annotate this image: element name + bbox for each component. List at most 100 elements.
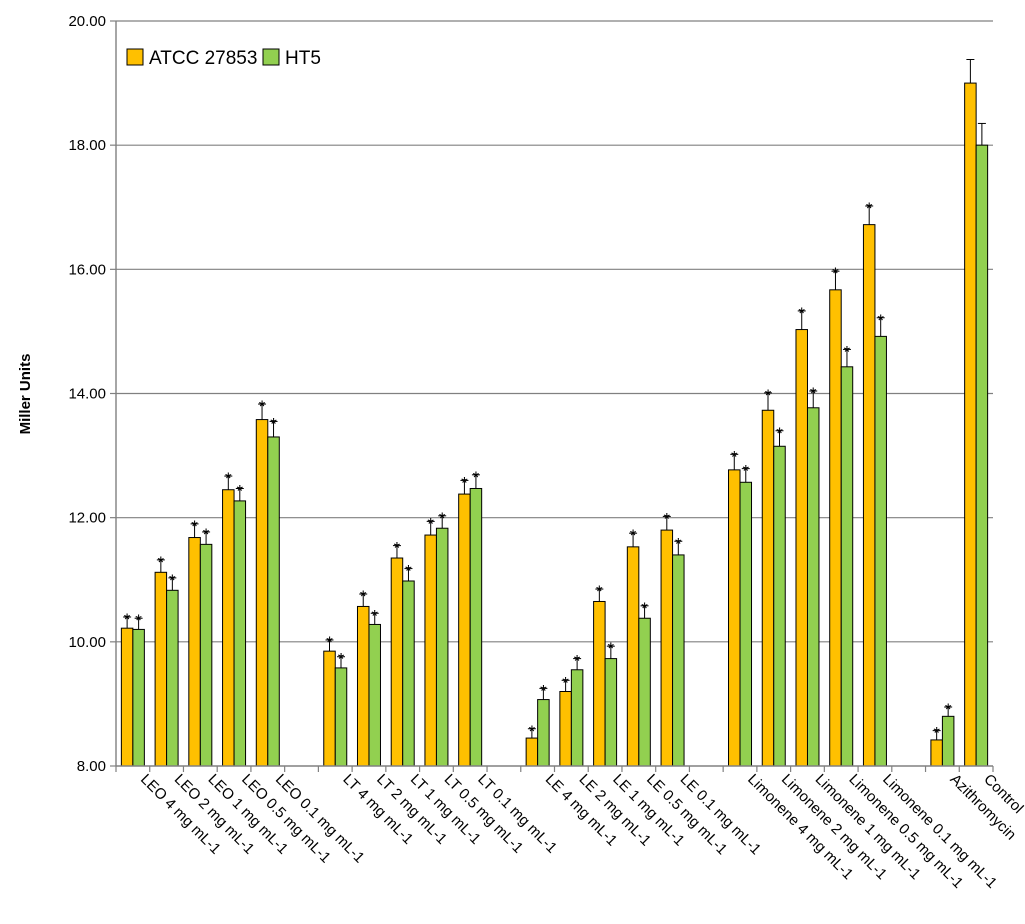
significance-star: * bbox=[203, 525, 210, 544]
significance-star: * bbox=[641, 599, 648, 618]
bar-atcc-27853-limonene-0-5-mg-ml-1 bbox=[829, 289, 842, 767]
bar-atcc-27853-le-2-mg-ml-1 bbox=[559, 691, 572, 767]
significance-star: * bbox=[225, 469, 232, 488]
significance-star: * bbox=[608, 639, 615, 658]
bar-ht5-le-1-mg-ml-1 bbox=[604, 658, 618, 767]
legend-label-ht5: HT5 bbox=[285, 48, 321, 69]
y-axis-label: Miller Units bbox=[17, 354, 34, 435]
significance-star: * bbox=[562, 673, 569, 692]
bar-atcc-27853-limonene-2-mg-ml-1 bbox=[761, 409, 775, 767]
y-tick-label: 18.00 bbox=[68, 137, 106, 154]
significance-star: * bbox=[191, 517, 198, 536]
significance-star: * bbox=[574, 652, 581, 671]
significance-star: * bbox=[158, 553, 165, 572]
significance-star: * bbox=[394, 539, 401, 558]
bar-ht5-lt-0-5-mg-ml-1 bbox=[435, 527, 449, 767]
significance-star: * bbox=[630, 526, 637, 545]
significance-star: * bbox=[877, 311, 884, 330]
legend: ATCC 27853 HT5 bbox=[126, 48, 321, 69]
legend-swatch-ht5 bbox=[262, 48, 280, 66]
bar-atcc-27853-le-4-mg-ml-1 bbox=[525, 737, 539, 767]
bar-ht5-limonene-1-mg-ml-1 bbox=[806, 407, 820, 767]
bar-atcc-27853-le-0-5-mg-ml-1 bbox=[626, 546, 640, 767]
bar-atcc-27853-le-0-1-mg-ml-1 bbox=[660, 529, 674, 767]
bar-atcc-27853-leo-4-mg-ml-1 bbox=[120, 627, 134, 767]
bar-ht5-limonene-2-mg-ml-1 bbox=[773, 445, 786, 767]
bar-atcc-27853-leo-1-mg-ml-1 bbox=[188, 537, 201, 767]
significance-star: * bbox=[405, 562, 412, 581]
significance-star: * bbox=[776, 424, 783, 443]
y-tick-label: 8.00 bbox=[77, 758, 106, 775]
bar-ht5-lt-2-mg-ml-1 bbox=[368, 623, 381, 767]
significance-star: * bbox=[832, 264, 839, 283]
gridlines bbox=[116, 20, 993, 643]
bar-ht5-leo-0-5-mg-ml-1 bbox=[233, 500, 247, 767]
y-tick-label: 16.00 bbox=[68, 261, 106, 278]
bar-ht5-leo-1-mg-ml-1 bbox=[199, 543, 213, 767]
y-tick-label: 10.00 bbox=[68, 634, 106, 651]
significance-star: * bbox=[326, 633, 333, 652]
bar-ht5-le-4-mg-ml-1 bbox=[537, 699, 550, 767]
significance-star: * bbox=[270, 414, 277, 433]
bar-ht5-azithromycin bbox=[941, 715, 955, 767]
bar-atcc-27853-control bbox=[964, 82, 977, 767]
bar-atcc-27853-limonene-4-mg-ml-1 bbox=[728, 469, 741, 767]
legend-label-atcc-27853: ATCC 27853 bbox=[149, 48, 257, 69]
significance-star: * bbox=[540, 681, 547, 700]
significance-star: * bbox=[866, 199, 873, 218]
significance-star: * bbox=[371, 606, 378, 625]
bar-atcc-27853-lt-0-1-mg-ml-1 bbox=[458, 493, 471, 767]
significance-star: * bbox=[675, 534, 682, 553]
significance-star: * bbox=[742, 462, 749, 481]
bar-atcc-27853-le-1-mg-ml-1 bbox=[593, 600, 606, 767]
bar-ht5-leo-2-mg-ml-1 bbox=[166, 589, 179, 767]
significance-star: * bbox=[810, 384, 817, 403]
significance-star: * bbox=[135, 611, 142, 630]
bar-ht5-limonene-4-mg-ml-1 bbox=[739, 481, 753, 767]
significance-star: * bbox=[945, 700, 952, 719]
bar-atcc-27853-lt-2-mg-ml-1 bbox=[356, 605, 370, 767]
bar-ht5-leo-0-1-mg-ml-1 bbox=[267, 436, 280, 767]
bar-ht5-limonene-0-5-mg-ml-1 bbox=[840, 366, 854, 767]
bar-atcc-27853-leo-2-mg-ml-1 bbox=[154, 571, 168, 767]
y-tick-label: 14.00 bbox=[68, 386, 106, 403]
bar-atcc-27853-lt-4-mg-ml-1 bbox=[323, 650, 336, 767]
significance-star: * bbox=[844, 342, 851, 361]
bar-atcc-27853-leo-0-1-mg-ml-1 bbox=[255, 419, 269, 767]
bar-ht5-lt-1-mg-ml-1 bbox=[402, 580, 415, 767]
bar-atcc-27853-limonene-0-1-mg-ml-1 bbox=[862, 224, 876, 767]
significance-star: * bbox=[259, 397, 266, 416]
bar-ht5-le-2-mg-ml-1 bbox=[570, 669, 584, 767]
significance-star: * bbox=[461, 473, 468, 492]
significance-star: * bbox=[596, 582, 603, 601]
significance-star: * bbox=[169, 571, 176, 590]
bars: ****************************************… bbox=[120, 58, 989, 767]
significance-star: * bbox=[473, 468, 480, 487]
bar-atcc-27853-azithromycin bbox=[930, 739, 943, 767]
significance-star: * bbox=[798, 304, 805, 323]
bar-atcc-27853-limonene-1-mg-ml-1 bbox=[795, 329, 808, 767]
bar-ht5-lt-4-mg-ml-1 bbox=[334, 667, 348, 767]
y-tick-label: 20.00 bbox=[68, 13, 106, 30]
bar-atcc-27853-lt-0-5-mg-ml-1 bbox=[424, 534, 437, 767]
bar-ht5-le-0-1-mg-ml-1 bbox=[672, 554, 685, 767]
significance-star: * bbox=[360, 587, 367, 606]
bar-ht5-limonene-0-1-mg-ml-1 bbox=[874, 335, 887, 767]
bar-atcc-27853-lt-1-mg-ml-1 bbox=[390, 557, 404, 767]
significance-star: * bbox=[338, 650, 345, 669]
significance-star: * bbox=[933, 724, 940, 743]
significance-star: * bbox=[124, 610, 131, 629]
bar-ht5-control bbox=[975, 144, 989, 767]
significance-star: * bbox=[529, 722, 536, 741]
significance-star: * bbox=[731, 447, 738, 466]
bar-ht5-lt-0-1-mg-ml-1 bbox=[469, 487, 483, 767]
significance-star: * bbox=[765, 386, 772, 405]
y-tick-label: 12.00 bbox=[68, 510, 106, 527]
bar-atcc-27853-leo-0-5-mg-ml-1 bbox=[222, 489, 235, 767]
bar-ht5-le-0-5-mg-ml-1 bbox=[638, 617, 651, 767]
significance-star: * bbox=[663, 509, 670, 528]
significance-star: * bbox=[439, 509, 446, 528]
significance-star: * bbox=[427, 514, 434, 533]
significance-star: * bbox=[236, 481, 243, 500]
